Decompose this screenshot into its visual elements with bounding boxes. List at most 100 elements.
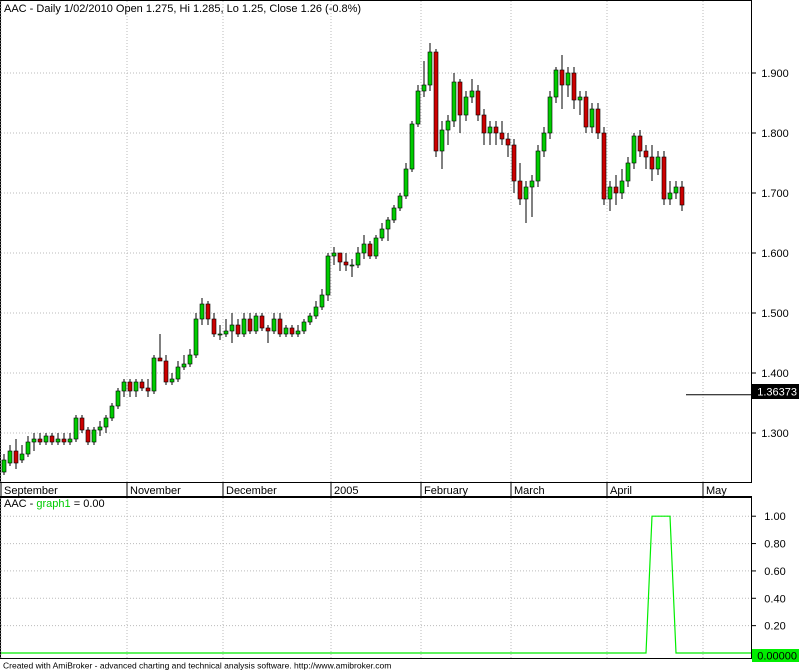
last-price-value: 1.36373 <box>757 387 797 399</box>
graph1-line <box>1 515 751 654</box>
candle-body <box>331 252 337 257</box>
candle-body <box>505 138 511 146</box>
candle-body <box>487 126 493 134</box>
candle-body <box>13 450 19 464</box>
candle-body <box>445 120 451 131</box>
candle-body <box>1 459 7 473</box>
indicator-value-badge: 0.00000 <box>752 649 799 663</box>
candle-body <box>181 363 187 368</box>
indicator-tick-label: 0.60 <box>764 566 785 578</box>
candle-body <box>457 81 463 116</box>
candle-body <box>205 303 211 320</box>
candle-body <box>325 255 331 296</box>
price-tick-label: 1.800 <box>761 128 789 140</box>
candle-body <box>667 192 673 200</box>
price-tick-label: 1.500 <box>761 308 789 320</box>
candle-body <box>79 417 85 431</box>
candle-body <box>547 96 553 134</box>
candle-body <box>25 441 31 455</box>
candle-body <box>211 318 217 335</box>
candle-body <box>469 90 475 98</box>
candle-body <box>283 327 289 335</box>
candle-body <box>169 378 175 383</box>
candle-body <box>31 438 37 443</box>
candle-body <box>679 186 685 206</box>
candle-body <box>589 108 595 128</box>
candle-body <box>439 129 445 152</box>
candle-body <box>493 126 499 134</box>
candle-body <box>7 450 13 464</box>
indicator-tick-label: 1.00 <box>764 511 785 523</box>
candle-body <box>619 180 625 194</box>
candle-body <box>133 381 139 392</box>
date-tick-label: May <box>706 485 727 497</box>
price-tick-label: 1.900 <box>761 68 789 80</box>
price-tick-label: 1.600 <box>761 248 789 260</box>
candle-body <box>199 303 205 320</box>
candle-body <box>223 330 229 335</box>
candle-body <box>37 438 43 443</box>
candle-body <box>529 180 535 188</box>
candle-body <box>295 330 301 335</box>
candle-body <box>559 69 565 86</box>
candle-body <box>193 318 199 356</box>
indicator-axis: 0.20 0.40 0.60 0.80 1.00 <box>751 511 786 633</box>
indicator-value: 0.00000 <box>757 651 797 663</box>
candle-body <box>655 156 661 170</box>
candle-body <box>241 318 247 335</box>
candle-body <box>415 90 421 125</box>
candle-body <box>43 435 49 443</box>
candle-body <box>85 429 91 443</box>
candle-body <box>91 429 97 443</box>
candle-body <box>289 327 295 335</box>
candle-body <box>499 132 505 140</box>
price-tick-label: 1.700 <box>761 188 789 200</box>
candle-body <box>127 381 133 392</box>
candle-body <box>355 252 361 266</box>
last-price-badge: 1.36373 <box>752 384 799 399</box>
candle-body <box>481 114 487 134</box>
date-tick-label: March <box>514 485 545 497</box>
date-axis-labels: September November December 2005 February Mar… <box>0 483 727 497</box>
candle-body <box>433 51 439 152</box>
candle-body <box>397 195 403 209</box>
indicator-tick-label: 0.40 <box>764 593 785 605</box>
candle-body <box>103 417 109 428</box>
candle-body <box>451 81 457 122</box>
candle-body <box>349 264 355 267</box>
candle-body <box>313 306 319 317</box>
candle-body <box>271 318 277 332</box>
candle-body <box>367 243 373 257</box>
candle-body <box>49 435 55 443</box>
indicator-series-label: graph1 <box>36 498 70 510</box>
price-candles <box>1 43 751 475</box>
candle-body <box>643 150 649 158</box>
candle-body <box>379 228 385 239</box>
candle-body <box>541 132 547 152</box>
indicator-pane[interactable] <box>0 497 752 659</box>
indicator-tick-label: 0.80 <box>764 539 785 551</box>
price-pane-title: AAC - Daily 1/02/2010 Open 1.275, Hi 1.2… <box>4 3 361 15</box>
candle-body <box>163 360 169 383</box>
candle-body <box>463 96 469 116</box>
candle-body <box>151 357 157 392</box>
footer-credit: Created with AmiBroker - advanced charti… <box>3 661 391 671</box>
candle-body <box>97 426 103 431</box>
date-tick-label: November <box>130 485 181 497</box>
date-tick-label: September <box>4 485 58 497</box>
candle-body <box>625 162 631 182</box>
candle-body <box>61 438 67 443</box>
indicator-title-prefix: AAC - <box>4 498 36 510</box>
indicator-grid <box>0 498 751 658</box>
candle-body <box>649 156 655 170</box>
candle-body <box>139 381 145 389</box>
price-grid <box>0 1 751 482</box>
candle-body <box>55 438 61 443</box>
candle-body <box>577 96 583 101</box>
date-axis <box>0 483 752 496</box>
candle-body <box>145 387 151 392</box>
candle-body <box>301 321 307 332</box>
candle-body <box>553 69 559 98</box>
candle-body <box>253 315 259 332</box>
candle-body <box>601 132 607 200</box>
